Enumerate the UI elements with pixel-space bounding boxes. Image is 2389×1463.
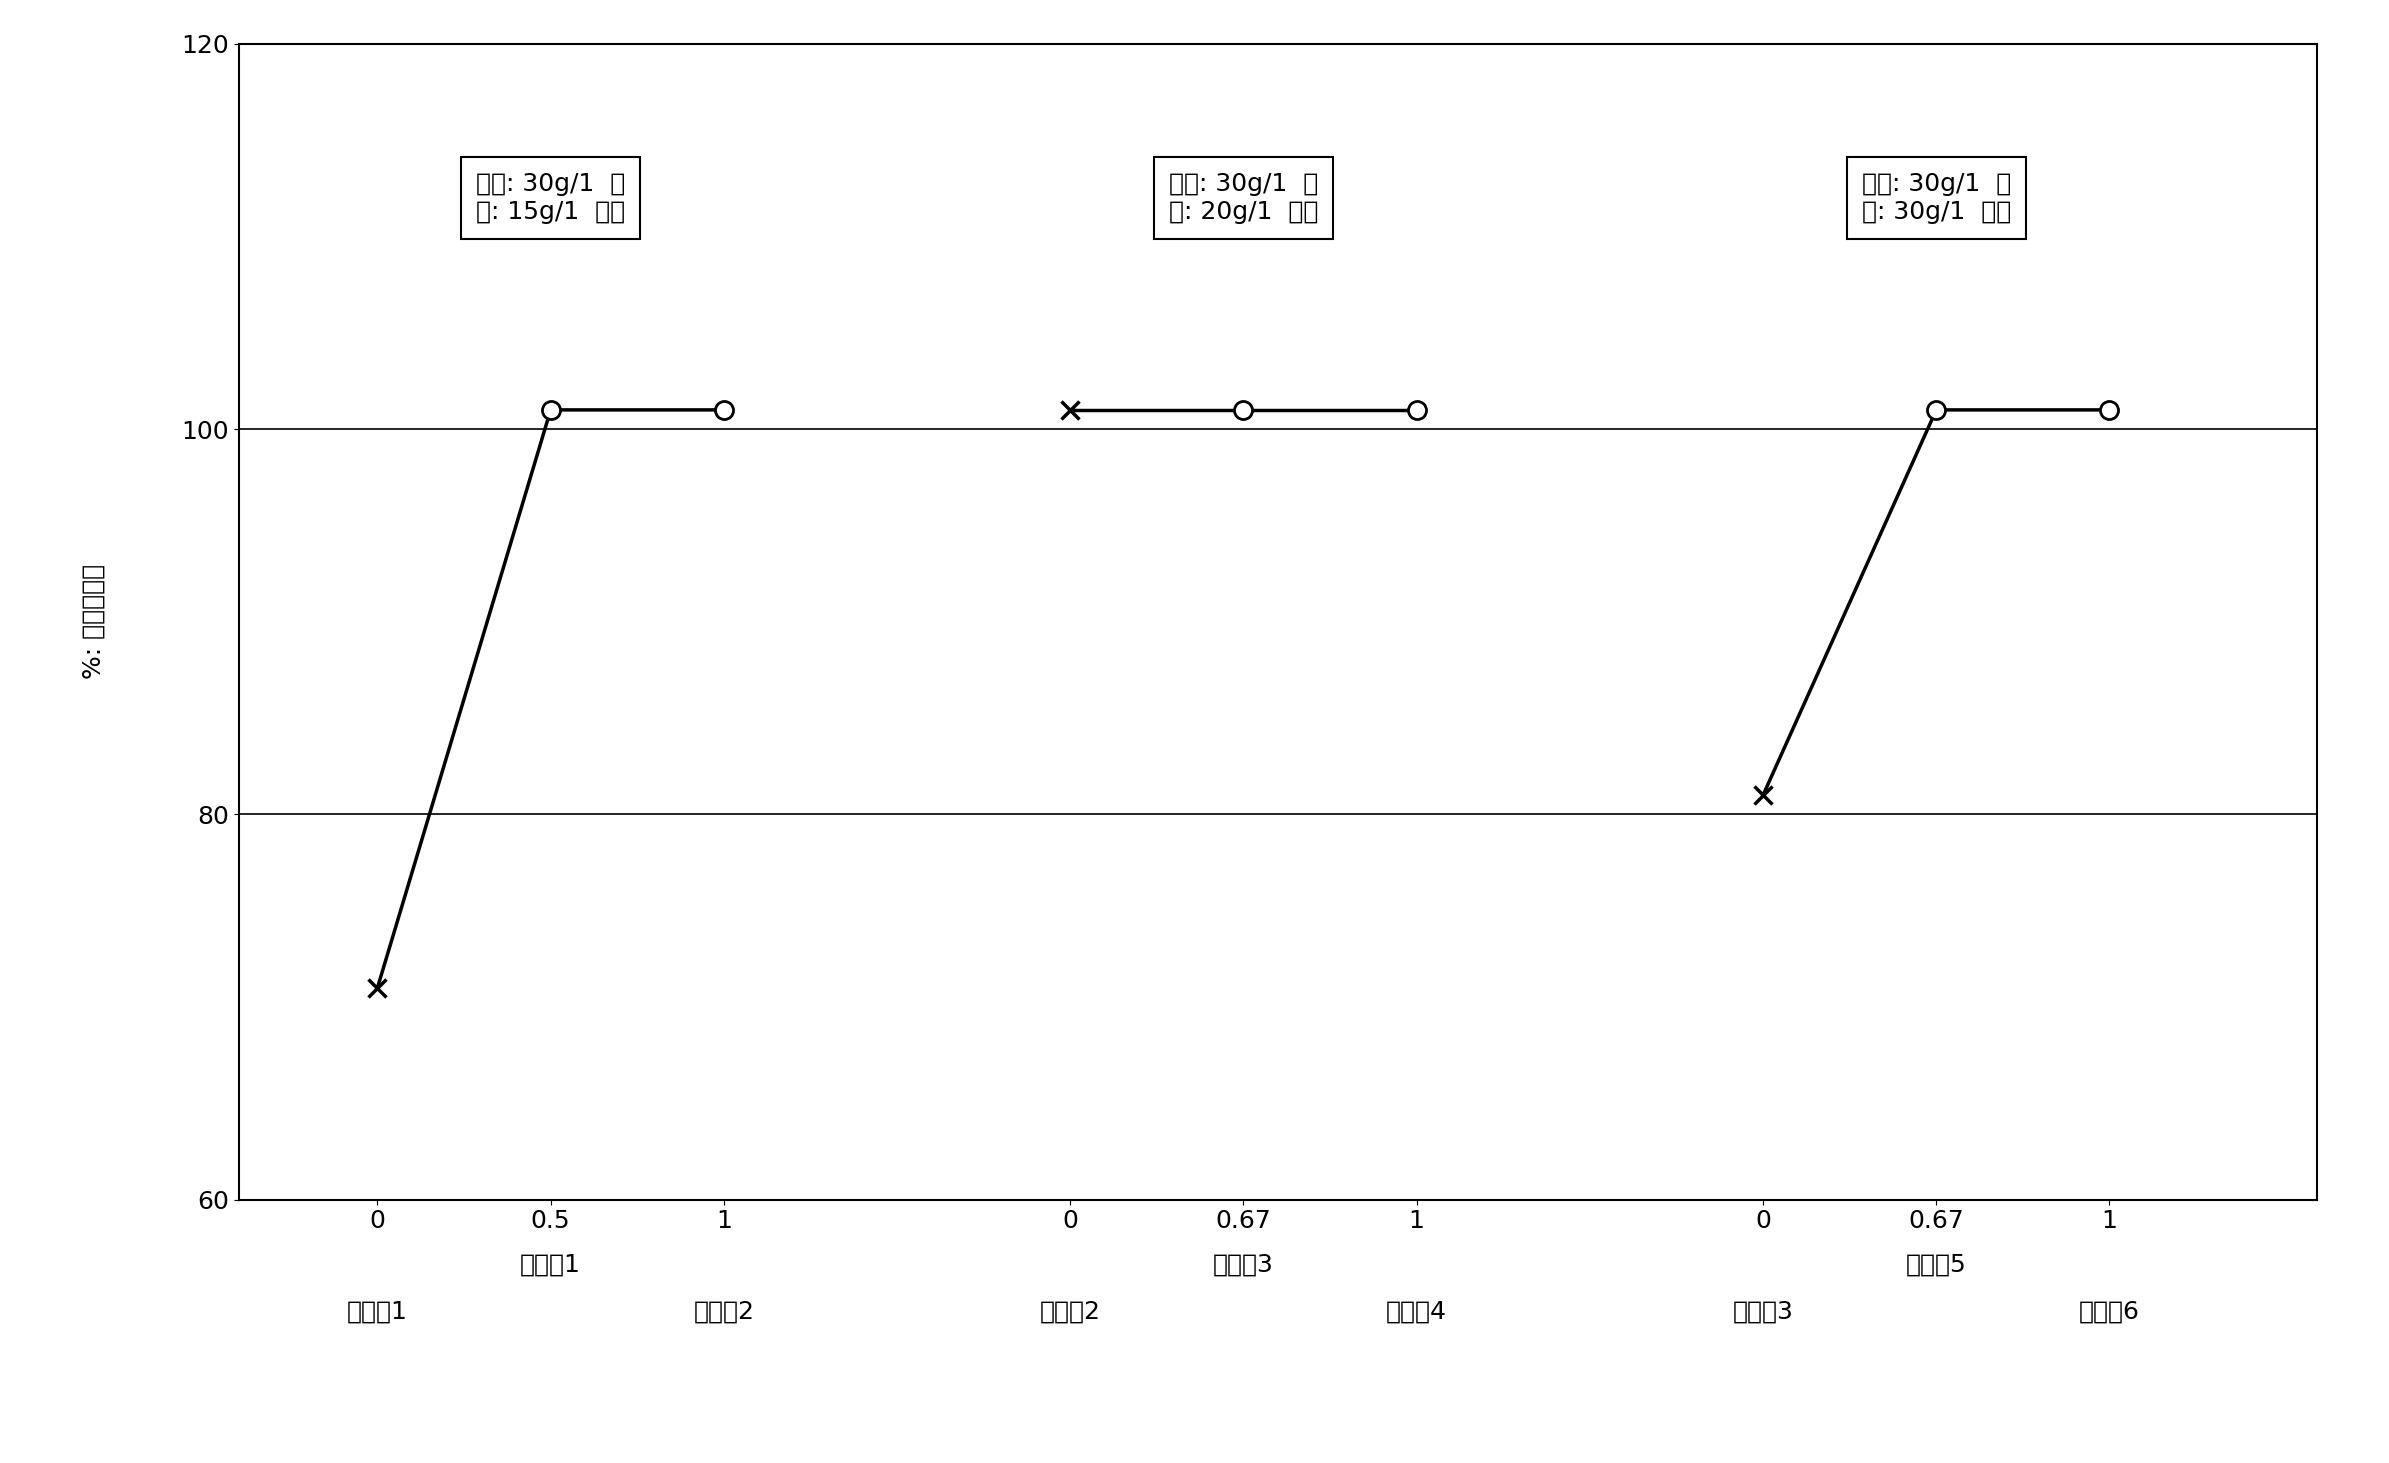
Text: 比较例3: 比较例3 — [1732, 1299, 1794, 1324]
Text: 磷酸: 30g/1  和
锶: 15g/1  系统: 磷酸: 30g/1 和 锶: 15g/1 系统 — [475, 173, 626, 224]
Text: 实施例5: 实施例5 — [1906, 1252, 1966, 1276]
Text: 实施例1: 实施例1 — [521, 1252, 581, 1276]
Text: 磷酸: 30g/1  和
锶: 30g/1  系统: 磷酸: 30g/1 和 锶: 30g/1 系统 — [1861, 173, 2012, 224]
Text: 实施例3: 实施例3 — [1214, 1252, 1273, 1276]
Text: 实施例2: 实施例2 — [693, 1299, 755, 1324]
Text: 比较例2: 比较例2 — [1039, 1299, 1101, 1324]
Text: 比较例1: 比较例1 — [346, 1299, 409, 1324]
Text: 实施例6: 实施例6 — [2078, 1299, 2141, 1324]
Text: 实施例4: 实施例4 — [1386, 1299, 1448, 1324]
Text: %: 表面覆盖率: %: 表面覆盖率 — [81, 565, 105, 679]
Text: 磷酸: 30g/1  和
锶: 20g/1  系统: 磷酸: 30g/1 和 锶: 20g/1 系统 — [1168, 173, 1319, 224]
